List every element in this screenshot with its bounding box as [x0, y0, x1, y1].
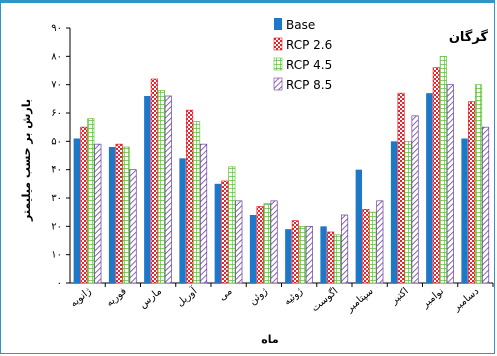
- bar-rcp45: [228, 166, 236, 284]
- legend-label-rcp85: RCP 8.5: [286, 78, 332, 92]
- y-tick-label: ۴۰: [51, 165, 62, 176]
- bar-rcp45: [298, 225, 306, 284]
- bar-base: [390, 141, 398, 283]
- y-tick-label: ۵۰: [51, 136, 62, 147]
- y-tick-label: ۰: [57, 278, 62, 289]
- x-category-label: اگوست: [309, 285, 340, 314]
- bar-base: [461, 138, 468, 283]
- legend-swatch-rcp45: [273, 57, 283, 71]
- bar-rcp45: [475, 84, 483, 284]
- bar-base: [73, 138, 81, 283]
- y-tick-label: ۱۰: [51, 250, 62, 261]
- x-category-label: ژانویه: [68, 286, 93, 310]
- legend-swatch-base: [274, 18, 282, 30]
- bar-rcp85: [341, 214, 349, 284]
- bar-rcp26: [115, 143, 123, 284]
- bar-rcp26: [291, 220, 299, 284]
- bar-rcp26: [362, 208, 370, 284]
- bar-rcp26: [221, 180, 229, 284]
- bar-rcp45: [404, 140, 412, 284]
- bar-rcp26: [80, 126, 88, 284]
- legend: Base RCP 2.6 RCP 4.5 RCP 8.5: [273, 18, 332, 92]
- bar-rcp85: [94, 143, 102, 284]
- x-category-label: فوریه: [104, 286, 129, 309]
- bar-base: [355, 169, 363, 283]
- bar-rcp85: [164, 95, 172, 284]
- x-axis-label: ماه: [261, 333, 278, 346]
- bar-rcp26: [256, 206, 264, 284]
- bar-rcp45: [439, 55, 447, 284]
- bar-base: [285, 229, 292, 283]
- bar-base: [320, 226, 327, 283]
- bar-rcp85: [411, 115, 419, 284]
- legend-swatch-rcp85: [273, 77, 283, 91]
- x-category-label: ژوئن: [247, 286, 270, 307]
- bar-base: [249, 215, 257, 283]
- bar-rcp45: [122, 146, 130, 284]
- bar-rcp45: [334, 234, 342, 284]
- bar-rcp45: [263, 203, 271, 284]
- x-category-label: ژوئیه: [282, 286, 305, 308]
- bar-base: [144, 96, 151, 283]
- legend-label-rcp45: RCP 4.5: [286, 58, 332, 72]
- bar-base: [179, 158, 186, 283]
- y-tick-label: ۷۰: [51, 80, 62, 91]
- bar-rcp26: [432, 67, 440, 284]
- bar-rcp45: [87, 118, 95, 284]
- y-axis-label: بارش بر حسب میلیمتر: [20, 99, 33, 222]
- bar-rcp85: [305, 225, 313, 284]
- bar-rcp85: [270, 200, 278, 284]
- bar-base: [214, 183, 222, 283]
- y-tick-label: ۸۰: [51, 51, 62, 62]
- legend-label-rcp26: RCP 2.6: [286, 38, 332, 52]
- chart-title: گرگان: [449, 29, 489, 45]
- y-tick-label: ۹۰: [51, 23, 62, 34]
- bar-rcp85: [482, 126, 490, 284]
- bar-rcp26: [397, 92, 405, 284]
- x-category-label: سپتامبر: [344, 286, 376, 315]
- bar-rcp45: [193, 121, 201, 284]
- bar-rcp85: [446, 84, 454, 284]
- bar-rcp26: [186, 109, 194, 284]
- bar-rcp26: [468, 101, 476, 284]
- x-category-label: مارس: [137, 286, 164, 311]
- x-category-label: اکتبر: [388, 286, 410, 307]
- x-category-label: دسامبر: [451, 286, 482, 314]
- bar-rcp45: [369, 211, 377, 284]
- bar-rcp45: [157, 89, 165, 284]
- bar-rcp85: [129, 169, 137, 284]
- x-category-label: نوامبر: [419, 286, 446, 311]
- bar-rcp85: [235, 200, 243, 284]
- bar-rcp85: [376, 200, 384, 284]
- y-tick-label: ۳۰: [51, 193, 62, 204]
- x-category-label: آوریل: [173, 284, 200, 309]
- y-tick-label: ۲۰: [51, 221, 62, 232]
- bar-base: [426, 93, 433, 284]
- y-tick-label: ۶۰: [51, 108, 62, 119]
- bar-rcp26: [327, 231, 335, 284]
- x-category-label: می: [217, 286, 235, 303]
- bar-rcp26: [150, 78, 158, 284]
- legend-label-base: Base: [286, 18, 315, 32]
- bar-rcp85: [200, 143, 208, 284]
- bar-base: [108, 147, 116, 283]
- legend-swatch-rcp26: [273, 37, 283, 51]
